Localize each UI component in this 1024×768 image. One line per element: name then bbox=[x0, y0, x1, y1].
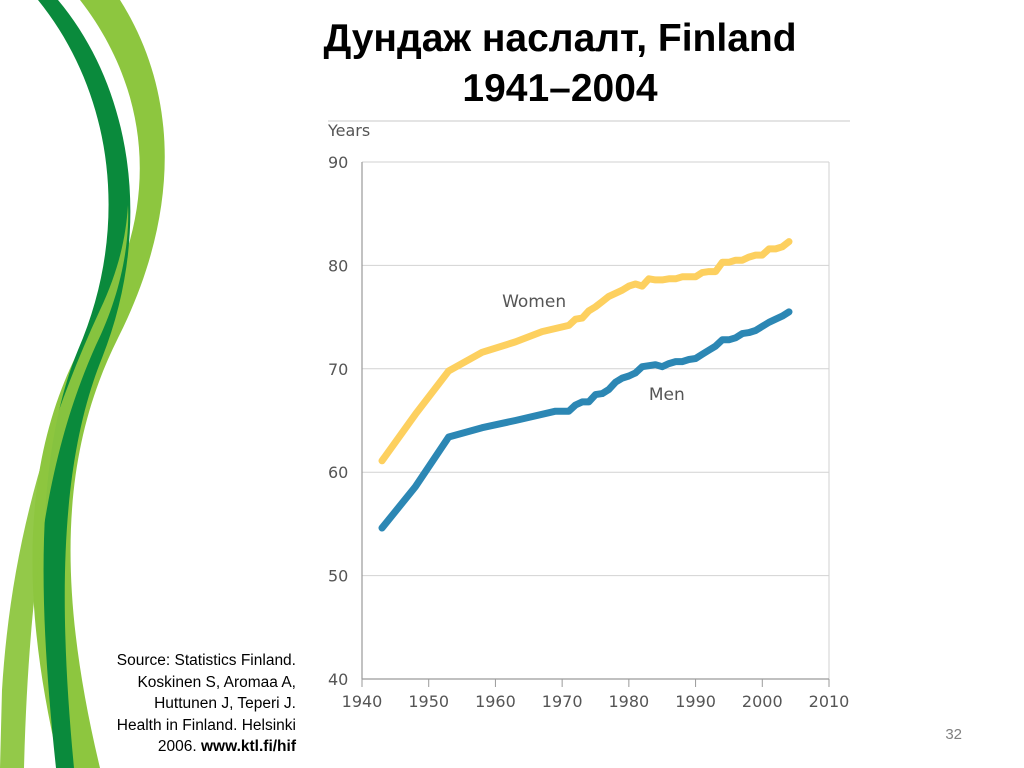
series-label-men: Men bbox=[649, 385, 685, 405]
page-number: 32 bbox=[945, 726, 962, 743]
title-line-2: 1941–2004 bbox=[462, 67, 658, 110]
source-line-5: 2006. www.ktl.fi/hif bbox=[60, 736, 296, 758]
y-tick-label: 80 bbox=[328, 256, 348, 275]
y-tick-label: 70 bbox=[328, 360, 348, 379]
dark-green-ribbon bbox=[38, 0, 131, 768]
grid-layer bbox=[328, 120, 850, 679]
life-expectancy-chart: 40 50 60 70 80 90 1940 1950 1960 1970 1980 1990 2000… bbox=[327, 120, 850, 711]
y-tick-label: 40 bbox=[328, 670, 348, 689]
y-tick-label: 50 bbox=[328, 567, 348, 586]
source-citation: Source: Statistics Finland. Koskinen S, … bbox=[60, 650, 296, 758]
y-tick-label: 60 bbox=[328, 463, 348, 482]
green-ribbon-decoration bbox=[0, 0, 165, 768]
series-line-men bbox=[378, 308, 793, 532]
label-layer: Women Men bbox=[502, 292, 685, 405]
source-line-4: Health in Finland. Helsinki bbox=[116, 716, 296, 734]
light-green-ribbon bbox=[32, 0, 165, 768]
source-url-link[interactable]: www.ktl.fi/hif bbox=[200, 738, 296, 755]
source-line-3: Huttunen J, Teperi J. bbox=[154, 695, 296, 712]
source-year: 2006. bbox=[157, 738, 197, 755]
y-tick-label: 90 bbox=[328, 153, 348, 172]
x-tick-label: 2010 bbox=[809, 692, 850, 711]
series-label-women: Women bbox=[502, 292, 566, 312]
light-green-ribbon-overlay bbox=[0, 205, 129, 768]
x-tick-label: 1980 bbox=[608, 692, 649, 711]
source-line-2: Koskinen S, Aromaa A, bbox=[137, 673, 296, 691]
x-tick-label: 1970 bbox=[542, 692, 583, 711]
x-tick-label: 1990 bbox=[675, 692, 716, 711]
axis-layer: 40 50 60 70 80 90 1940 1950 1960 1970 1980 1990 2000… bbox=[327, 121, 849, 711]
source-line-1: Source: Statistics Finland. bbox=[116, 652, 296, 669]
slide-title: Дундаж наслалт, Finland 1941–2004 bbox=[230, 14, 890, 114]
title-line-1: Дундаж наслалт, Finland bbox=[323, 17, 797, 60]
x-tick-label: 1950 bbox=[408, 692, 449, 711]
x-tick-label: 1940 bbox=[342, 692, 383, 711]
series-line-women bbox=[378, 238, 793, 465]
series-layer bbox=[378, 238, 793, 532]
x-tick-label: 1960 bbox=[475, 692, 516, 711]
y-axis-title: Years bbox=[327, 121, 370, 140]
x-tick-label: 2000 bbox=[742, 692, 783, 711]
